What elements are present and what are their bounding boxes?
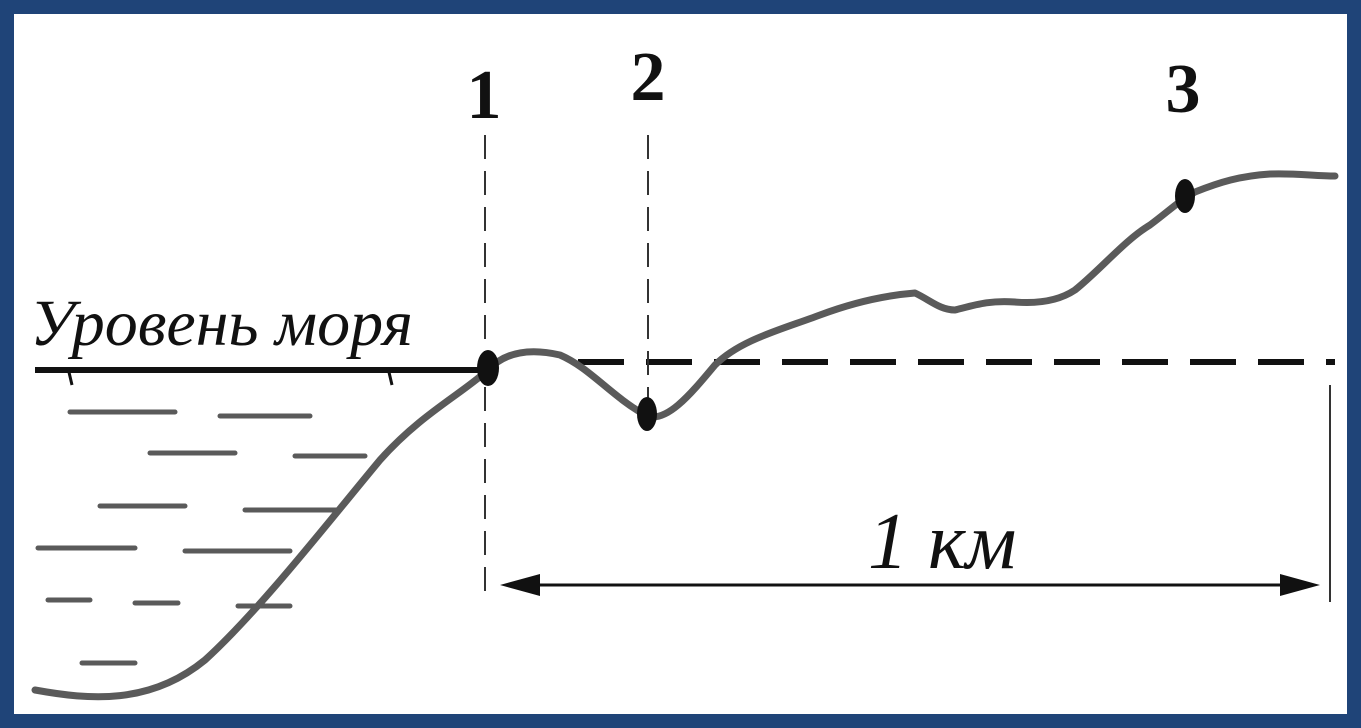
distance-label: 1 км (868, 498, 1016, 586)
water-hatching (35, 409, 368, 666)
point-1-label: 1 (467, 57, 502, 134)
sea-level-tick (66, 367, 74, 386)
point-2-label: 2 (631, 39, 666, 116)
point-3-marker (1175, 179, 1195, 213)
point-3-label: 3 (1166, 51, 1201, 128)
sea-level-label: Уровень моря (30, 287, 413, 360)
point-2-marker (637, 397, 657, 431)
distance-arrow-right-head (1280, 574, 1320, 596)
sea-level-tick (386, 367, 394, 386)
distance-arrow-left-head (500, 574, 540, 596)
terrain-profile-line (31, 170, 1339, 701)
point-1-marker (477, 350, 499, 386)
